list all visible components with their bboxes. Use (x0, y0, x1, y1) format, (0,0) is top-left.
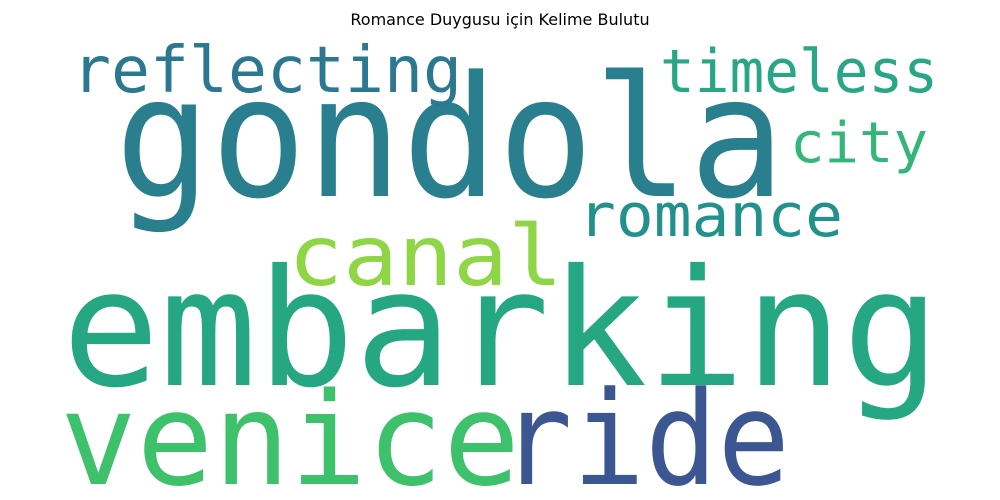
word-reflecting: reflecting (72, 34, 462, 108)
word-canal: canal (288, 207, 563, 305)
word-venice: venice (60, 366, 520, 500)
word-city: city (790, 111, 928, 176)
word-timeless: timeless (660, 37, 938, 107)
word-romance: romance (578, 181, 843, 251)
page-title: Romance Duygusu için Kelime Bulutu (350, 10, 650, 29)
word-ride: ride (500, 363, 790, 500)
word-embarking: embarking (62, 236, 940, 424)
word-gondola: gondola (115, 40, 785, 236)
